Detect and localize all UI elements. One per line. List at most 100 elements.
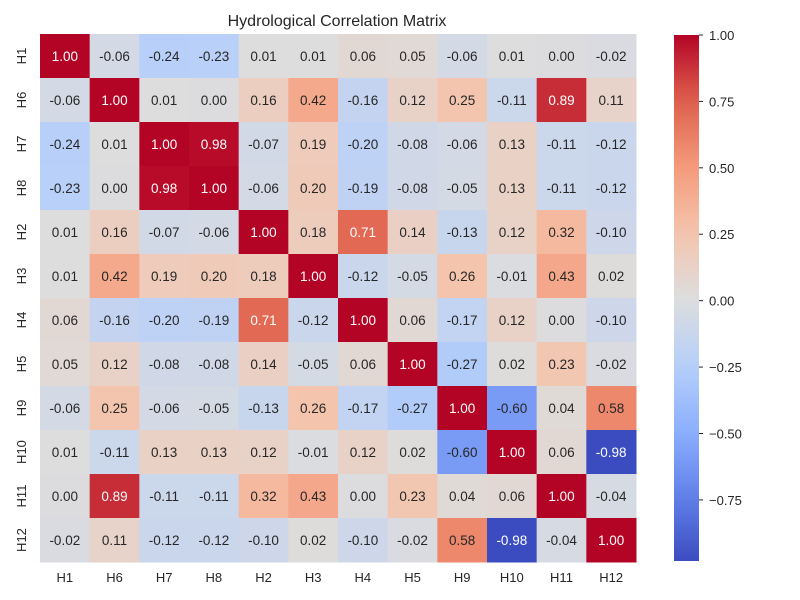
y-tick-label: H3 — [14, 268, 29, 285]
colorbar-tick-label: −0.75 — [709, 493, 742, 508]
heatmap-cell — [536, 430, 587, 475]
cell-value-label: -0.06 — [49, 93, 80, 108]
heatmap-cell — [139, 34, 190, 79]
cell-value-label: -0.08 — [149, 357, 180, 372]
heatmap-cell — [139, 474, 190, 519]
cell-value-label: -0.12 — [198, 533, 229, 548]
heatmap-cell — [437, 122, 488, 167]
cell-value-label: -0.16 — [99, 313, 130, 328]
heatmap-cell — [40, 298, 91, 343]
cell-value-label: 0.16 — [101, 225, 127, 240]
heatmap-cell — [40, 122, 91, 167]
cell-value-label: -0.06 — [447, 137, 478, 152]
heatmap-cell — [487, 166, 538, 211]
cell-value-label: -0.12 — [298, 313, 329, 328]
heatmap-cell — [387, 78, 438, 123]
cell-value-label: 1.00 — [548, 489, 574, 504]
cell-value-label: -0.10 — [347, 533, 378, 548]
heatmap-cell — [89, 298, 140, 343]
heatmap-cell — [288, 298, 339, 343]
heatmap-cell — [238, 474, 289, 519]
cell-value-label: 0.19 — [151, 269, 177, 284]
heatmap-cell — [338, 122, 389, 167]
cell-value-label: 0.20 — [201, 269, 227, 284]
cell-value-label: 1.00 — [598, 533, 624, 548]
heatmap-cell — [387, 34, 438, 79]
heatmap-cell — [586, 298, 637, 343]
heatmap-cell — [189, 166, 240, 211]
heatmap-cell — [139, 78, 190, 123]
heatmap-cell — [139, 210, 190, 255]
cell-value-label: 0.32 — [250, 489, 276, 504]
heatmap-cell — [338, 518, 389, 563]
heatmap-cell — [338, 386, 389, 431]
cell-value-label: -0.05 — [447, 181, 478, 196]
x-tick-label: H2 — [255, 570, 272, 585]
cell-value-label: 0.06 — [548, 445, 574, 460]
y-tick-label: H1 — [14, 48, 29, 65]
cell-value-label: -0.06 — [198, 225, 229, 240]
cell-value-label: -0.02 — [397, 533, 428, 548]
cell-value-label: 0.12 — [250, 445, 276, 460]
cell-value-label: 1.00 — [151, 137, 177, 152]
x-tick-label: H1 — [57, 570, 74, 585]
cell-value-label: 0.00 — [201, 93, 227, 108]
heatmap-cell — [437, 474, 488, 519]
colorbar-tick-label: 0.00 — [709, 294, 734, 309]
heatmap-cell — [536, 122, 587, 167]
heatmap-cell — [189, 298, 240, 343]
cell-value-label: -0.27 — [447, 357, 478, 372]
chart-title: Hydrological Correlation Matrix — [228, 13, 447, 30]
cell-value-label: 0.02 — [598, 269, 624, 284]
heatmap-cell — [238, 166, 289, 211]
cell-value-label: -0.08 — [198, 357, 229, 372]
heatmap-cell — [437, 78, 488, 123]
cell-value-label: -0.10 — [248, 533, 279, 548]
heatmap-cell — [139, 122, 190, 167]
heatmap-cell — [586, 34, 637, 79]
cell-value-label: 0.00 — [350, 489, 376, 504]
y-axis-tick-labels: H1 H6 H7 H8 H2 H3 H4 H5 H9 H10 H11 H12 — [14, 48, 29, 552]
heatmap-cell — [437, 386, 488, 431]
heatmap-cell — [238, 298, 289, 343]
cell-value-label: -0.11 — [149, 489, 179, 504]
cell-value-label: -0.12 — [149, 533, 180, 548]
y-tick-label: H2 — [14, 224, 29, 241]
x-tick-label: H5 — [404, 570, 421, 585]
heatmap-cell — [89, 342, 140, 387]
y-tick-label: H6 — [14, 92, 29, 109]
heatmap-cells: 1.00 -0.06 -0.24 -0.23 0.01 0.01 0.06 0.05 -0.06… — [40, 34, 637, 563]
heatmap-cell — [586, 342, 637, 387]
cell-value-label: 0.42 — [101, 269, 127, 284]
cell-value-label: 0.98 — [201, 137, 227, 152]
heatmap-cell — [387, 518, 438, 563]
heatmap-cell — [288, 210, 339, 255]
y-tick-label: H12 — [14, 528, 29, 552]
cell-value-label: 1.00 — [399, 357, 425, 372]
cell-value-label: 0.18 — [250, 269, 276, 284]
cell-value-label: -0.10 — [596, 225, 627, 240]
heatmap-cell — [89, 474, 140, 519]
cell-value-label: -0.17 — [347, 401, 378, 416]
cell-value-label: 0.23 — [548, 357, 574, 372]
heatmap-cell — [238, 254, 289, 299]
colorbar-tick-label: −0.50 — [709, 426, 742, 441]
heatmap-cell — [536, 474, 587, 519]
heatmap-cell — [586, 474, 637, 519]
heatmap-cell — [487, 430, 538, 475]
heatmap-cell — [238, 210, 289, 255]
heatmap-cell — [487, 342, 538, 387]
cell-value-label: 0.01 — [52, 225, 78, 240]
cell-value-label: -0.06 — [447, 49, 478, 64]
cell-value-label: 0.12 — [499, 313, 525, 328]
x-tick-label: H10 — [500, 570, 524, 585]
cell-value-label: 0.13 — [151, 445, 177, 460]
heatmap-cell — [338, 34, 389, 79]
heatmap-cell — [40, 254, 91, 299]
heatmap-cell — [437, 34, 488, 79]
cell-value-label: 0.00 — [52, 489, 78, 504]
heatmap-cell — [387, 474, 438, 519]
heatmap-cell — [338, 430, 389, 475]
heatmap-cell — [387, 210, 438, 255]
x-tick-label: H9 — [454, 570, 471, 585]
